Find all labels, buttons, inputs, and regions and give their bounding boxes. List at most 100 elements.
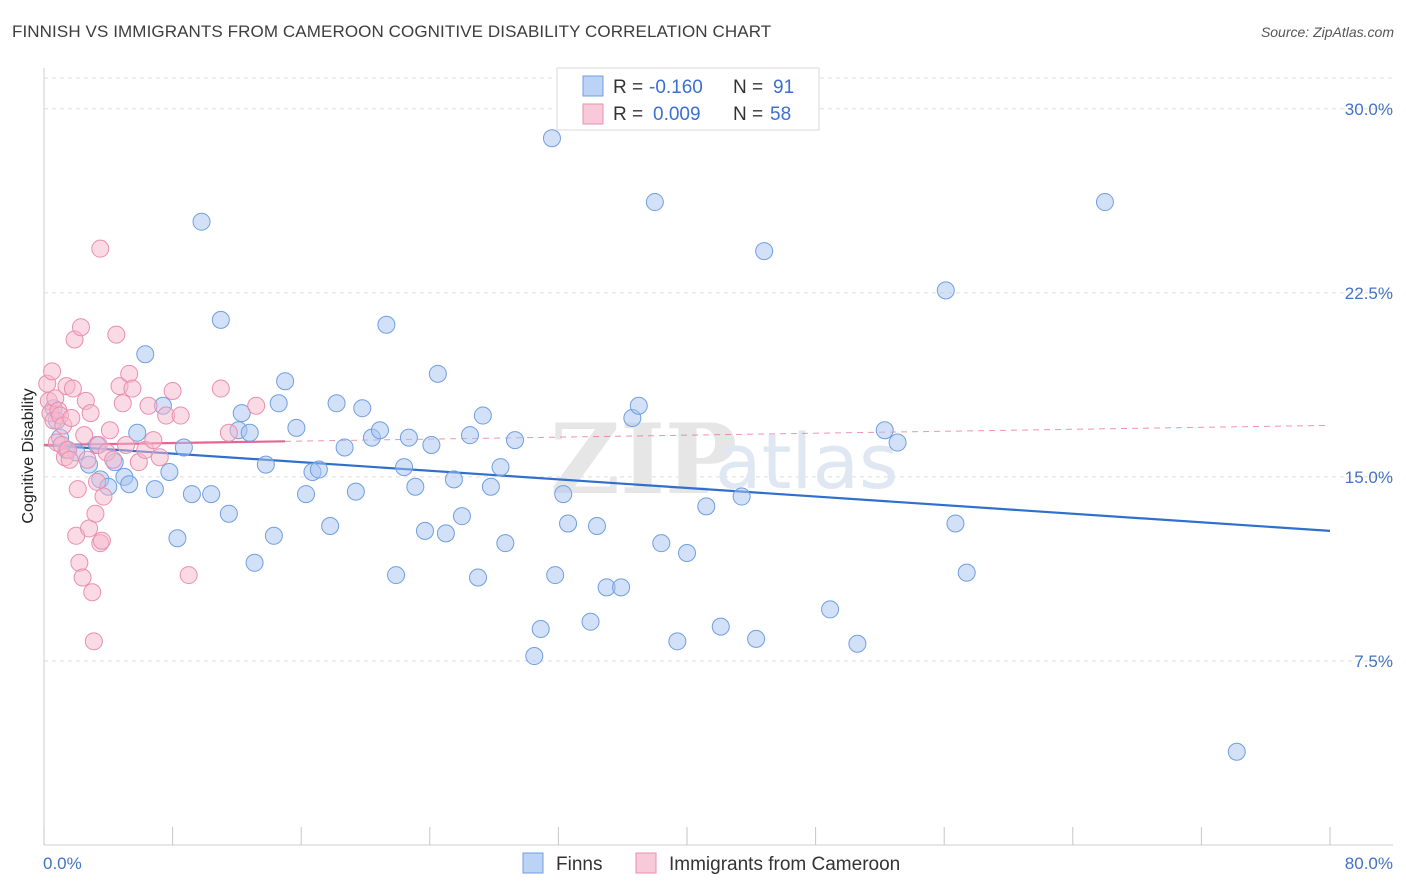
legend-n-label-finns: N = — [733, 77, 763, 98]
point-cameroon — [113, 394, 132, 413]
series-legend-swatch-finns — [522, 852, 544, 874]
point-finns — [377, 315, 396, 334]
point-cameroon — [100, 421, 119, 440]
legend-n-label-cameroon: N = — [733, 104, 763, 125]
gridlines — [44, 77, 1393, 662]
y-tick-label: 22.5% — [1345, 284, 1393, 303]
point-finns — [256, 455, 275, 474]
point-finns — [168, 529, 187, 548]
point-finns — [287, 418, 306, 437]
point-finns — [415, 521, 434, 540]
point-finns — [531, 620, 550, 639]
point-cameroon — [104, 450, 123, 469]
point-cameroon — [91, 239, 110, 258]
point-finns — [946, 514, 965, 533]
trend-line-cameroon — [43, 440, 286, 447]
point-finns — [335, 438, 354, 457]
legend-n-value-cameroon: 58 — [770, 104, 791, 125]
point-finns — [395, 458, 414, 477]
point-cameroon — [92, 531, 111, 550]
point-finns — [240, 423, 259, 442]
series-legend-swatch-cameroon — [635, 852, 657, 874]
point-cameroon — [62, 409, 81, 428]
point-finns — [505, 431, 524, 450]
point-finns — [645, 193, 664, 212]
point-cameroon — [84, 632, 103, 651]
point-cameroon — [70, 553, 89, 572]
point-finns — [711, 617, 730, 636]
point-finns — [732, 487, 751, 506]
legend-r-value-cameroon: 0.009 — [653, 104, 701, 125]
point-finns — [559, 514, 578, 533]
axes — [43, 68, 1393, 846]
point-finns — [755, 242, 774, 261]
point-finns — [120, 475, 139, 494]
series-legend-label-cameroon: Immigrants from Cameroon — [669, 854, 900, 875]
series-legend-label-finns: Finns — [556, 854, 602, 875]
point-cameroon — [163, 382, 182, 401]
point-finns — [525, 647, 544, 666]
watermark: ZIP atlas — [550, 403, 899, 516]
point-finns — [629, 396, 648, 415]
point-cameroon — [73, 568, 92, 587]
point-finns — [269, 394, 288, 413]
legend-r-label-cameroon: R = — [613, 104, 643, 125]
series-legend: Finns Immigrants from Cameroon — [522, 852, 900, 875]
point-cameroon — [94, 487, 113, 506]
point-finns — [436, 524, 455, 543]
point-finns — [452, 507, 471, 526]
point-finns — [309, 460, 328, 479]
point-finns — [136, 345, 155, 364]
point-finns — [346, 482, 365, 501]
legend-r-value-finns: -0.160 — [649, 77, 703, 98]
point-cameroon — [150, 448, 169, 467]
point-cameroon — [107, 325, 126, 344]
trend-line-cameroon-dashed — [285, 424, 1331, 442]
point-cameroon — [86, 504, 105, 523]
point-finns — [182, 485, 201, 504]
point-finns — [219, 504, 238, 523]
point-finns — [387, 566, 406, 585]
point-cameroon — [78, 450, 97, 469]
point-finns — [202, 485, 221, 504]
y-tick-label: 15.0% — [1345, 468, 1393, 487]
point-finns — [957, 563, 976, 582]
point-finns — [587, 516, 606, 535]
point-cameroon — [247, 396, 266, 415]
point-finns — [936, 281, 955, 300]
point-finns — [353, 399, 372, 418]
point-finns — [546, 566, 565, 585]
point-finns — [542, 129, 561, 148]
point-finns — [174, 438, 193, 457]
point-finns — [460, 426, 479, 445]
chart-title: FINNISH VS IMMIGRANTS FROM CAMEROON COGN… — [12, 22, 772, 41]
watermark-zip: ZIP — [550, 403, 737, 516]
point-cameroon — [139, 396, 158, 415]
point-finns — [554, 485, 573, 504]
tick-labels: 0.0% 80.0% 7.5% 15.0% 22.5% 30.0% — [43, 100, 1393, 873]
point-finns — [875, 421, 894, 440]
point-cameroon — [43, 362, 62, 381]
legend-n-value-finns: 91 — [773, 77, 794, 98]
point-cameroon — [71, 318, 90, 337]
point-cameroon — [116, 436, 135, 455]
point-cameroon — [179, 566, 198, 585]
point-cameroon — [75, 426, 94, 445]
point-finns — [888, 433, 907, 452]
point-finns — [428, 364, 447, 383]
point-cameroon — [83, 583, 102, 602]
point-cameroon — [68, 480, 87, 499]
x-tick-label-max: 80.0% — [1345, 854, 1393, 873]
x-tick-label-min: 0.0% — [43, 854, 82, 873]
point-finns — [422, 436, 441, 455]
point-cameroon — [81, 404, 100, 423]
point-finns — [747, 629, 766, 648]
point-cameroon — [211, 379, 230, 398]
point-cameroon — [171, 406, 190, 425]
trend-line-finns — [43, 443, 1331, 532]
point-finns — [1227, 742, 1246, 761]
point-finns — [612, 578, 631, 597]
point-finns — [581, 612, 600, 631]
point-cameroon — [60, 450, 79, 469]
data-points — [38, 129, 1246, 761]
